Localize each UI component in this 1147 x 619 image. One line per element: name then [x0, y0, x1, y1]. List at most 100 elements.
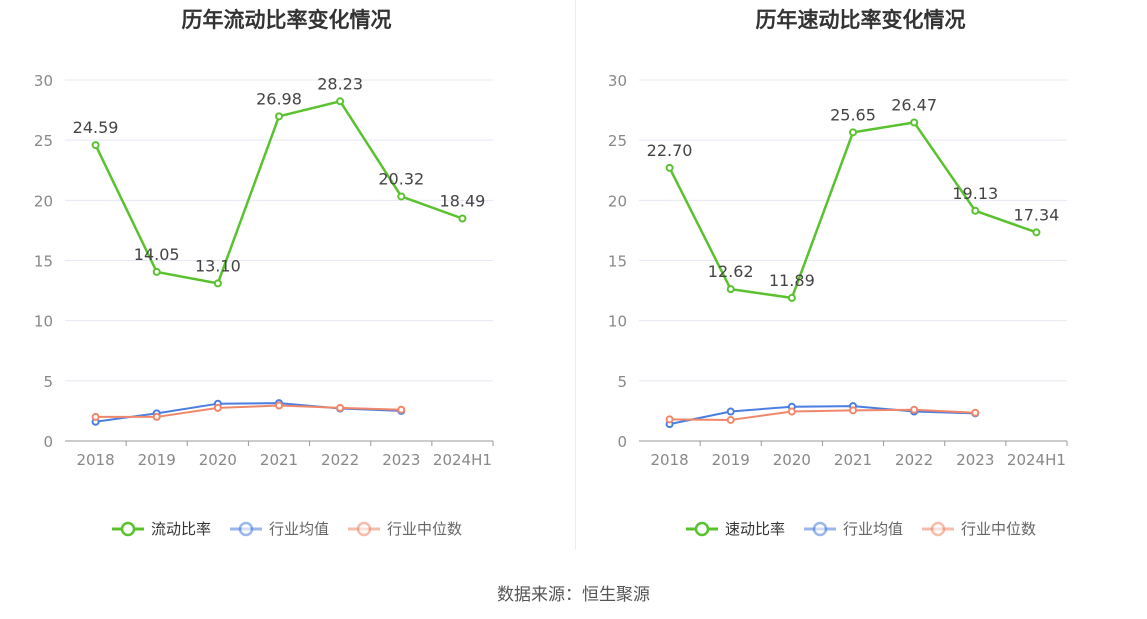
legend-label: 行业中位数: [961, 520, 1037, 538]
data-point: [397, 192, 406, 201]
legend-marker-icon: [803, 521, 836, 536]
data-label: 17.34: [1014, 205, 1060, 224]
data-point: [665, 163, 674, 172]
data-point: [849, 406, 857, 415]
y-tick-label: 30: [608, 72, 627, 90]
y-tick-label: 5: [617, 373, 627, 391]
data-point: [152, 267, 161, 276]
data-point: [849, 128, 857, 137]
data-label: 18.49: [440, 192, 486, 211]
x-tick-label: 2023: [382, 451, 420, 469]
legend-label: 行业中位数: [387, 520, 463, 538]
legend-marker-icon: [922, 521, 954, 536]
data-label: 28.23: [317, 74, 363, 93]
y-tick-label: 10: [608, 313, 627, 331]
data-point: [787, 407, 796, 416]
data-point: [971, 206, 980, 215]
x-tick-label: 2019: [138, 451, 176, 469]
y-tick-label: 20: [608, 192, 627, 210]
legend-label: 流动比率: [150, 520, 211, 538]
data-point: [726, 415, 735, 424]
quick-ratio-chart: 0 5 10 15 20 25 30 2018 2019 2020 2021 2022 2023 2024…: [608, 72, 1068, 469]
x-tick-label: 2024H1: [433, 451, 492, 469]
data-point: [910, 118, 919, 127]
y-tick-label: 0: [617, 433, 627, 451]
x-tick-label: 2018: [76, 451, 114, 469]
data-point: [1032, 228, 1041, 237]
legend-label: 速动比率: [724, 520, 785, 538]
data-point: [665, 415, 674, 424]
series-line: [95, 404, 402, 418]
x-tick-label: 2019: [712, 451, 750, 469]
legend-item[interactable]: 行业中位数: [921, 518, 1036, 539]
x-tick-label: 2020: [199, 451, 237, 469]
data-point: [336, 97, 345, 106]
x-tick-label: 2020: [773, 451, 811, 469]
data-label: 20.32: [378, 169, 424, 188]
y-tick-label: 15: [34, 253, 53, 271]
y-tick-label: 30: [34, 72, 53, 90]
data-point: [152, 412, 161, 421]
legend-marker-icon: [685, 521, 718, 536]
y-tick-label: 5: [43, 373, 53, 391]
data-point: [726, 285, 735, 294]
x-tick-label: 2018: [650, 451, 688, 469]
data-label: 26.47: [891, 95, 937, 114]
x-tick-label: 2022: [895, 451, 933, 469]
legend-item[interactable]: 速动比率: [685, 518, 785, 539]
quick-ratio-chart-panel: 历年速动比率变化情况 0 5 10 15 20 25 30 2018 2019 2020 2021 2…: [574, 0, 1147, 560]
data-label: 11.89: [769, 271, 815, 290]
legend-item[interactable]: 行业均值: [229, 518, 329, 539]
data-point: [726, 407, 735, 416]
legend-item[interactable]: 流动比率: [111, 518, 211, 539]
data-label: 13.10: [195, 256, 241, 275]
data-source-note: 数据来源：恒生聚源: [497, 585, 650, 605]
data-point: [275, 401, 283, 410]
chart-title: 历年流动比率变化情况: [181, 8, 392, 32]
legend-marker-icon: [111, 521, 144, 536]
data-point: [787, 293, 796, 302]
data-label: 26.98: [256, 89, 302, 108]
data-point: [91, 141, 100, 150]
series-line: [669, 405, 976, 426]
legend-item[interactable]: 行业中位数: [347, 518, 462, 539]
y-tick-label: 10: [34, 313, 53, 331]
x-tick-label: 2022: [321, 451, 359, 469]
x-tick-label: 2021: [260, 451, 298, 469]
data-point: [458, 214, 467, 223]
data-label: 14.05: [134, 245, 180, 264]
data-point: [213, 279, 222, 288]
data-point: [91, 412, 100, 421]
y-tick-label: 15: [608, 253, 627, 271]
current-ratio-chart-panel: 历年流动比率变化情况 0 5 10 15 20 25 30 2018 2019 2020 2021 2…: [0, 0, 573, 560]
data-label: 19.13: [952, 184, 998, 203]
data-point: [275, 112, 283, 121]
legend-item[interactable]: 行业均值: [803, 518, 903, 539]
legend-label: 行业均值: [268, 520, 329, 538]
legend-marker-icon: [348, 521, 380, 536]
data-point: [213, 403, 222, 412]
data-point: [910, 405, 919, 414]
y-tick-label: 25: [608, 132, 627, 150]
data-point: [397, 405, 406, 414]
data-label: 25.65: [830, 105, 876, 124]
data-label: 12.62: [708, 262, 754, 281]
x-tick-label: 2024H1: [1007, 451, 1066, 469]
panel-divider: [575, 0, 576, 550]
data-point: [971, 408, 980, 417]
current-ratio-chart: 0 5 10 15 20 25 30 2018 2019 2020 2021 2022 2023 2024…: [34, 72, 494, 469]
chart-legend: 流动比率 行业均值 行业中位数: [0, 518, 573, 539]
data-label: 24.59: [73, 118, 119, 137]
data-label: 22.70: [647, 141, 693, 160]
y-tick-label: 25: [34, 132, 53, 150]
x-tick-label: 2021: [834, 451, 872, 469]
data-point: [336, 403, 345, 412]
legend-marker-icon: [229, 521, 262, 536]
chart-legend: 速动比率 行业均值 行业中位数: [574, 518, 1147, 539]
x-tick-label: 2023: [956, 451, 994, 469]
chart-title: 历年速动比率变化情况: [755, 8, 966, 32]
y-tick-label: 20: [34, 192, 53, 210]
series-line: [669, 408, 976, 421]
y-tick-label: 0: [43, 433, 53, 451]
legend-label: 行业均值: [842, 520, 903, 538]
